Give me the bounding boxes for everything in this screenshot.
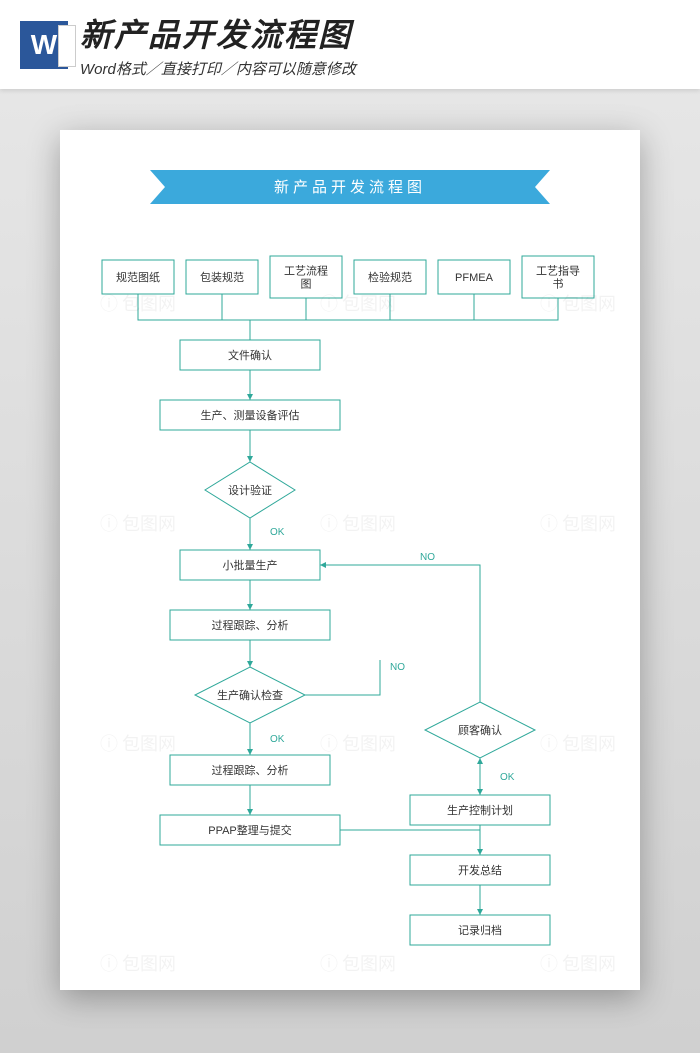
document-page: 新产品开发流程图 OK OK OK NO NO 规范图纸 包装规范 工艺流程图 检验规范 PFMEA… bbox=[60, 130, 640, 990]
svg-text:开发总结: 开发总结 bbox=[458, 863, 502, 877]
svg-text:OK: OK bbox=[500, 772, 515, 783]
svg-text:工艺指导: 工艺指导 bbox=[536, 264, 580, 278]
svg-text:过程跟踪、分析: 过程跟踪、分析 bbox=[212, 763, 289, 777]
header-subtitle: Word格式／直接打印／内容可以随意修改 bbox=[80, 58, 680, 79]
svg-text:OK: OK bbox=[270, 734, 285, 745]
svg-text:生产控制计划: 生产控制计划 bbox=[447, 803, 513, 817]
page-header: W 新产品开发流程图 Word格式／直接打印／内容可以随意修改 bbox=[0, 0, 700, 89]
svg-text:PPAP整理与提交: PPAP整理与提交 bbox=[208, 823, 292, 837]
svg-text:检验规范: 检验规范 bbox=[368, 270, 412, 284]
svg-text:小批量生产: 小批量生产 bbox=[223, 558, 278, 572]
svg-text:图: 图 bbox=[301, 278, 312, 291]
svg-text:过程跟踪、分析: 过程跟踪、分析 bbox=[212, 618, 289, 632]
svg-text:新产品开发流程图: 新产品开发流程图 bbox=[274, 179, 426, 196]
svg-text:文件确认: 文件确认 bbox=[228, 348, 272, 362]
svg-text:工艺流程: 工艺流程 bbox=[284, 264, 328, 278]
svg-text:规范图纸: 规范图纸 bbox=[116, 270, 160, 284]
svg-text:生产、测量设备评估: 生产、测量设备评估 bbox=[201, 408, 300, 422]
svg-text:顾客确认: 顾客确认 bbox=[458, 723, 502, 737]
svg-text:设计验证: 设计验证 bbox=[228, 483, 272, 497]
svg-text:记录归档: 记录归档 bbox=[458, 923, 502, 937]
word-icon: W bbox=[20, 21, 68, 69]
svg-text:NO: NO bbox=[420, 552, 435, 563]
header-title: 新产品开发流程图 bbox=[80, 10, 680, 56]
svg-text:生产确认检查: 生产确认检查 bbox=[217, 688, 283, 702]
flowchart-svg: 新产品开发流程图 OK OK OK NO NO 规范图纸 包装规范 工艺流程图 检验规范 PFMEA… bbox=[60, 130, 640, 990]
svg-text:OK: OK bbox=[270, 527, 285, 538]
svg-text:NO: NO bbox=[390, 662, 405, 673]
header-text-block: 新产品开发流程图 Word格式／直接打印／内容可以随意修改 bbox=[80, 10, 680, 79]
svg-text:PFMEA: PFMEA bbox=[455, 272, 494, 284]
svg-text:书: 书 bbox=[553, 278, 564, 291]
svg-text:包装规范: 包装规范 bbox=[200, 270, 244, 284]
